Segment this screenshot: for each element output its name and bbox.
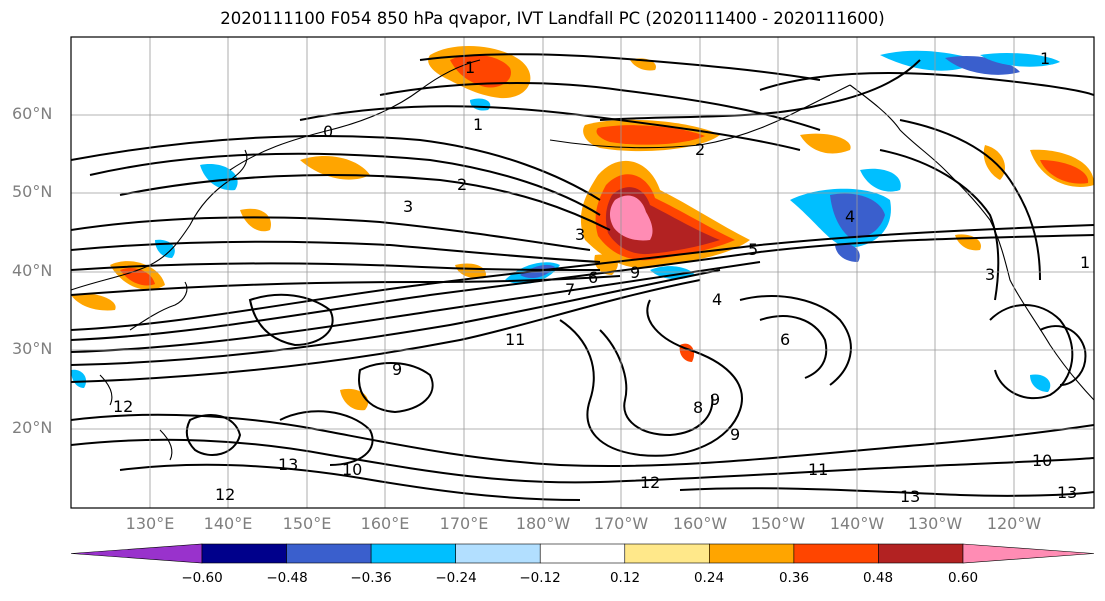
contour-label: 9 [392,360,402,379]
contour-label: 9 [630,263,640,282]
lon-label: 140°E [203,514,253,533]
lon-label: 160°E [360,514,410,533]
lat-label: 20°N [12,418,53,437]
contour-label: 3 [403,197,413,216]
colorbar-extension-high [962,543,1095,564]
contour-label: 11 [808,460,828,479]
lat-label: 30°N [12,339,53,358]
map-frame [70,36,1095,509]
contour-label: 10 [342,460,362,479]
colorbar-tick-label: 0.60 [947,570,979,586]
contour-label: 0 [323,122,333,141]
lon-label: 140°W [829,514,885,533]
lon-label: 160°W [672,514,728,533]
contour-label: 7 [565,280,575,299]
gridlines [71,37,1094,508]
contour-label: 11 [505,330,525,349]
colorbar-swatch [709,543,795,564]
coastlines [71,59,1094,461]
contour-label: 1 [465,58,475,77]
contour-label: 12 [113,397,133,416]
colorbar [70,543,1095,564]
colorbar-tick-label: −0.48 [266,570,308,586]
lon-label: 180°W [515,514,571,533]
lon-label: 150°W [750,514,806,533]
lat-label: 40°N [12,261,53,280]
contour-label: 10 [1032,451,1052,470]
lon-label: 120°W [986,514,1042,533]
lon-label: 170°W [593,514,649,533]
contour-label: 1 [473,115,483,134]
colorbar-tick-label: 0.12 [609,570,641,586]
colorbar-swatch [793,543,879,564]
lat-label: 60°N [12,104,53,123]
colorbar-swatch [878,543,964,564]
colorbar-swatch [539,543,626,564]
qvapor-anomaly-fill [71,45,1094,411]
colorbar-swatch [286,543,372,564]
lon-label: 130°E [125,514,175,533]
contour-label: 13 [1057,483,1077,502]
colorbar-swatch [624,543,710,564]
map-area [71,37,1094,508]
contour-label: 6 [780,330,790,349]
contour-label: 5 [748,240,758,259]
colorbar-tick-label: −0.36 [350,570,392,586]
colorbar-tick-label: −0.12 [519,570,561,586]
colorbar-extension-low [70,543,203,564]
contour-label: 8 [693,398,703,417]
contour-label-group: 0 1 1 1 2 2 3 3 3 4 4 5 6 6 7 8 9 9 9 9 … [113,49,1090,506]
contour-label: 13 [900,487,920,506]
contour-label: 12 [215,485,235,504]
contour-label: 3 [575,225,585,244]
contour-label: 1 [1080,253,1090,272]
colorbar-tick-label: 0.36 [778,570,810,586]
colorbar-tick-label: −0.60 [181,570,223,586]
colorbar-swatch [201,543,287,564]
contour-label: 6 [588,268,598,287]
contour-label: 9 [710,390,720,409]
colorbar-swatch [370,543,456,564]
contour-label: 2 [457,175,467,194]
colorbar-tick-label: −0.24 [435,570,477,586]
contour-label: 9 [730,425,740,444]
lon-label: 170°E [439,514,489,533]
contour-label: 3 [985,265,995,284]
lon-label: 130°W [907,514,963,533]
contour-label: 2 [695,140,705,159]
contour-label: 12 [640,473,660,492]
lon-label: 150°E [282,514,332,533]
colorbar-swatch [455,543,541,564]
contour-label: 4 [712,290,722,309]
contour-label: 1 [1040,49,1050,68]
lat-label: 50°N [12,182,53,201]
colorbar-tick-label: 0.48 [862,570,894,586]
contour-label: 4 [845,207,855,226]
map-title: 2020111100 F054 850 hPa qvapor, IVT Land… [220,9,885,28]
colorbar-tick-label: 0.24 [693,570,725,586]
contour-label: 13 [278,455,298,474]
